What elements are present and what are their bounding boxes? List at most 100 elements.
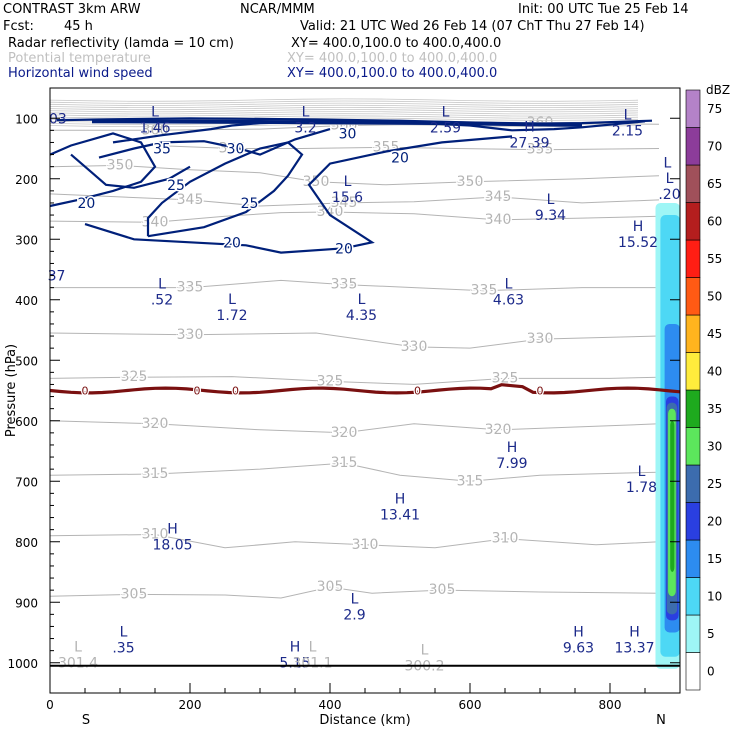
freezing-level-label: 0	[414, 385, 421, 398]
theta-contour-340	[49, 211, 660, 223]
marker-value: 4.63	[493, 293, 524, 309]
high-marker: H7.99	[496, 440, 527, 472]
theta-contour-label: 345	[177, 192, 204, 208]
marker-value: 2.15	[612, 123, 643, 139]
theta-contour-label: 320	[331, 425, 358, 441]
colorbar-tick-label: 45	[707, 327, 722, 341]
y-tick-label: 600	[15, 415, 38, 429]
reflectivity-area-35dbz	[670, 420, 675, 572]
wind-contour-label: 30	[339, 126, 357, 142]
wind-contour-20	[84, 135, 513, 254]
colorbar-swatch	[685, 164, 701, 203]
low-marker: L3.2	[294, 104, 316, 136]
low-marker: L2.9	[343, 591, 365, 623]
low-marker: L1.46	[139, 104, 170, 136]
colorbar-tick-label: 5	[707, 627, 715, 641]
marker-value: 301.4	[58, 656, 98, 672]
theta-contour-label: 340	[485, 212, 512, 228]
low-marker: L1.72	[216, 292, 247, 324]
theta-contour-label: 305	[429, 582, 456, 598]
marker-letter: L	[638, 464, 646, 480]
low-marker: L1.78	[626, 464, 657, 496]
marker-letter: L	[120, 625, 128, 641]
theta-contour-315	[49, 462, 660, 482]
theta-contour-label: 330	[401, 339, 428, 355]
y-tick-label: 400	[15, 294, 38, 308]
theta-contour-label: 350	[107, 157, 134, 173]
marker-letter: L	[74, 640, 82, 656]
freezing-level-label: 0	[194, 385, 201, 398]
wind-contour-label: 25	[241, 196, 259, 212]
marker-letter: L	[151, 104, 159, 120]
low-marker: L15.6	[332, 174, 363, 206]
organization: NCAR/MMM	[240, 2, 315, 17]
marker-value: .35	[112, 641, 134, 657]
wind-contour-20	[49, 132, 157, 208]
low-marker: L9.34	[535, 192, 566, 224]
wind-contour-label: 30	[227, 142, 245, 158]
marker-value: 18.05	[152, 538, 192, 554]
low-marker: L.20	[658, 171, 680, 203]
forecast-label: Fcst:	[3, 19, 34, 34]
field-wind-xy: XY= 400.0,100.0 to 400.0,400.0	[287, 66, 498, 81]
colorbar-swatch	[685, 389, 701, 428]
colorbar-tick-label: 40	[707, 364, 722, 378]
marker-value: 301.1	[292, 656, 332, 672]
theta-upper-line	[49, 104, 639, 109]
freezing-level-label: 0	[82, 385, 89, 398]
marker-letter: L	[663, 156, 671, 172]
theta-contour-label: 305	[317, 579, 344, 595]
low-marker: L2.59	[430, 104, 461, 136]
marker-letter: L	[302, 104, 310, 120]
theta-contour-label: 340	[142, 214, 169, 230]
y-tick-label: 200	[15, 173, 38, 187]
theta-contour-325	[49, 376, 660, 385]
south-end-label: S	[82, 713, 90, 728]
colorbar-tick-label: 10	[707, 589, 722, 603]
colorbar-swatch	[685, 614, 701, 653]
colorbar-tick-label: 30	[707, 439, 722, 453]
y-tick-label: 1000	[7, 657, 38, 671]
colorbar-tick-label: 20	[707, 514, 722, 528]
forecast-hour: 45 h	[64, 19, 93, 34]
colorbar-swatch	[685, 314, 701, 353]
wind-contour-30	[98, 128, 331, 159]
marker-value: .52	[151, 293, 173, 309]
marker-letter: L	[228, 292, 236, 308]
low-marker: L	[663, 156, 671, 172]
high-marker: H27.39	[509, 119, 549, 151]
theta-contour-label: 320	[485, 422, 512, 438]
marker-letter: H	[167, 522, 178, 538]
colorbar-tick-label: 50	[707, 289, 722, 303]
colorbar-tick-label: 60	[707, 214, 722, 228]
high-marker: H13.37	[614, 625, 654, 657]
theta-contour-label: 335	[471, 283, 498, 299]
y-tick-label: 900	[15, 596, 38, 610]
marker-value: 4.35	[346, 308, 377, 324]
valid-time: Valid: 21 UTC Wed 26 Feb 14 (07 ChT Thu …	[300, 19, 645, 34]
marker-value: 1.46	[139, 120, 170, 136]
colorbar-tick-label: 70	[707, 139, 722, 153]
theta-contour-label: 305	[121, 586, 148, 602]
wind-contour-label: 20	[391, 151, 409, 167]
theta-contour-label: 325	[121, 369, 148, 385]
marker-letter: L	[158, 277, 166, 293]
theta-upper-line	[49, 106, 639, 111]
colorbar-unit: dBZ	[706, 83, 730, 97]
freezing-level-line	[49, 383, 681, 395]
colorbar-swatch	[685, 502, 701, 541]
model-title: CONTRAST 3km ARW	[3, 2, 141, 17]
init-time: Init: 00 UTC Tue 25 Feb 14	[518, 2, 689, 17]
marker-letter: L	[547, 192, 555, 208]
theta-contour-label: 355	[219, 141, 246, 157]
theta-contour-345	[49, 193, 660, 207]
low-marker: L2.15	[612, 107, 643, 139]
theta-contour-label: 325	[492, 370, 519, 386]
colorbar: dBZ 0 5 10 15 20 25 30 35 40 45 50 55 60 65 70 75	[685, 83, 730, 691]
x-tick-label: 600	[459, 698, 482, 712]
freezing-level-label: 0	[537, 385, 544, 398]
field-theta-xy: XY= 400.0,100.0 to 400.0,400.0	[287, 51, 498, 66]
marker-value: 7.99	[496, 456, 527, 472]
